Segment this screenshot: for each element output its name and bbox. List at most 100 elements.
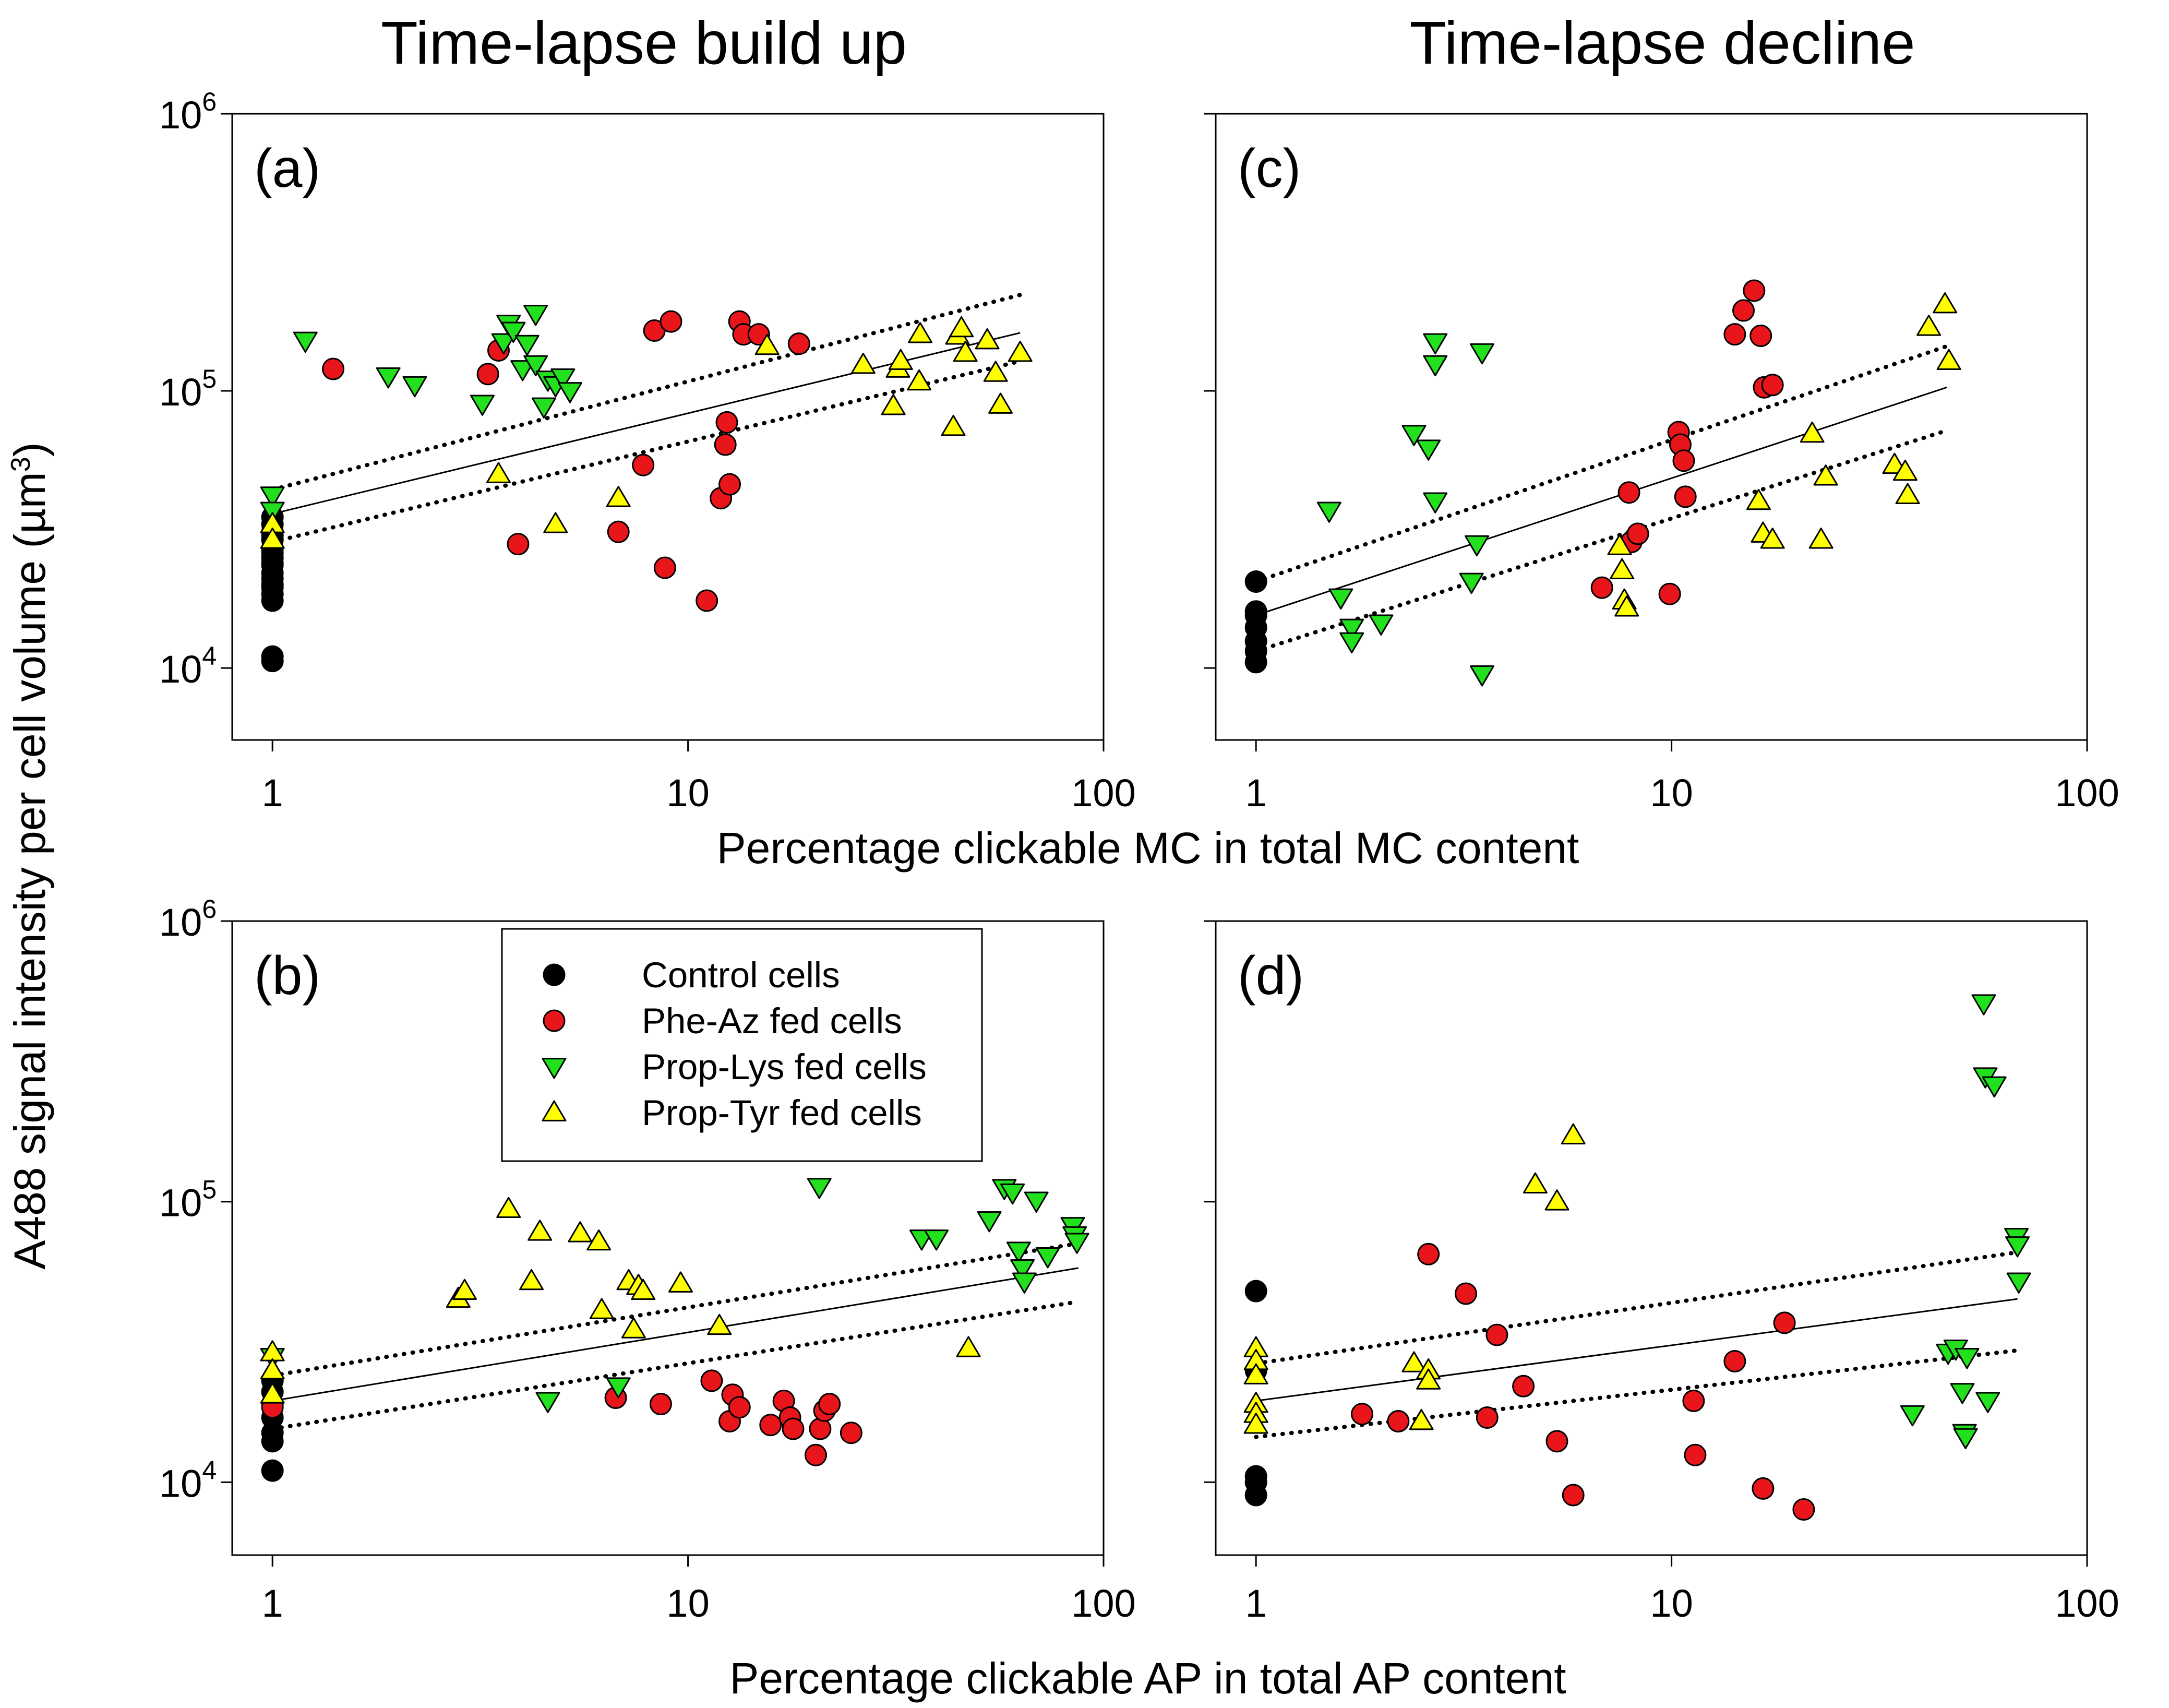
data-point: [293, 331, 318, 353]
panel-label: (b): [254, 946, 320, 1006]
data-point: [2006, 1272, 2031, 1294]
data-point: [1800, 421, 1825, 443]
y-tick-base: 10: [159, 648, 202, 691]
data-point: [491, 333, 516, 355]
data-point: [1476, 1406, 1499, 1429]
confidence-band-lower: [270, 1299, 1081, 1431]
y-tick-exponent: 4: [202, 641, 217, 671]
legend-label: Phe-Az fed cells: [642, 1001, 902, 1041]
data-point: [1464, 535, 1489, 557]
legend-label: Control cells: [642, 955, 840, 995]
data-point: [908, 322, 933, 343]
data-point: [1773, 1311, 1796, 1334]
data-point: [1975, 1392, 2000, 1413]
data-point: [1423, 492, 1448, 513]
data-point: [1244, 1465, 1267, 1488]
column-title-build-up: Time-lapse build up: [381, 9, 907, 77]
data-point: [660, 310, 682, 333]
data-point: [1244, 570, 1267, 593]
x-tick-label: 1: [262, 1582, 283, 1625]
data-point: [1417, 1243, 1440, 1265]
data-point: [621, 1317, 646, 1339]
data-point: [528, 1220, 553, 1241]
legend: Control cells Phe-Az fed cells Prop-Lys fe…: [501, 928, 983, 1162]
data-point: [260, 486, 285, 508]
data-point: [1010, 1259, 1035, 1281]
legend-label: Prop-Tyr fed cells: [642, 1093, 922, 1133]
data-point: [261, 573, 284, 596]
data-point: [653, 556, 676, 579]
data-point: [1469, 665, 1494, 687]
x-tick-label: 100: [1071, 1582, 1135, 1625]
x-tick-label: 1: [262, 771, 283, 815]
column-title-decline: Time-lapse decline: [1409, 9, 1915, 77]
data-point: [1416, 1368, 1441, 1390]
data-point: [1423, 355, 1448, 377]
data-point: [988, 392, 1013, 414]
data-point: [1607, 534, 1632, 555]
data-point: [1544, 1189, 1569, 1211]
legend-marker: [542, 1100, 567, 1121]
data-point: [402, 376, 427, 398]
data-point: [1339, 618, 1364, 640]
y-tick-base: 10: [159, 93, 202, 137]
data-point: [787, 332, 810, 355]
plot-frame: [231, 113, 1105, 741]
data-point: [1936, 349, 1961, 371]
data-point: [1244, 600, 1267, 623]
data-point: [507, 533, 530, 556]
x-tick-label: 100: [1071, 771, 1135, 815]
data-point: [1423, 333, 1448, 355]
legend-marker: [543, 963, 566, 986]
data-point: [606, 486, 631, 507]
data-point: [1339, 632, 1364, 654]
y-tick-label: 106: [159, 87, 217, 137]
series-phe-az-fed-cells: [1350, 1243, 1815, 1521]
data-point: [1982, 1076, 2007, 1098]
data-point: [975, 328, 1000, 350]
legend-marker: [542, 1058, 567, 1079]
y-axis-label-superscript: 3: [6, 457, 36, 472]
data-point: [696, 589, 718, 612]
data-point: [1760, 528, 1785, 549]
series-prop-lys-fed-cells: [260, 1178, 1089, 1413]
data-point: [1732, 299, 1755, 322]
data-point: [1401, 1351, 1427, 1372]
data-point: [452, 1279, 477, 1300]
data-point: [550, 368, 576, 390]
series-control-cells: [1244, 570, 1267, 674]
data-point: [1955, 1348, 1980, 1369]
data-point: [1562, 1484, 1585, 1507]
data-point: [1006, 1241, 1031, 1263]
data-point: [1752, 1477, 1775, 1500]
data-point: [568, 1221, 593, 1243]
data-point: [476, 363, 499, 386]
data-point: [1614, 595, 1639, 617]
data-point: [1545, 1430, 1568, 1453]
y-tick-label: 104: [159, 1455, 217, 1505]
panel-c: 1 10 100 (c): [1204, 113, 2119, 815]
x-tick-label: 100: [2055, 771, 2119, 815]
confidence-band-lower: [270, 359, 1023, 544]
regression-line: [272, 1267, 1079, 1402]
x-tick-label: 10: [1650, 1582, 1693, 1625]
data-point: [1512, 1375, 1535, 1398]
data-point: [1626, 522, 1649, 545]
x-tick-label: 1: [1245, 771, 1267, 815]
data-point: [941, 415, 966, 436]
data-point: [1590, 576, 1613, 599]
data-point: [510, 360, 535, 381]
y-tick-exponent: 6: [202, 894, 217, 924]
data-point: [606, 1377, 631, 1399]
data-point: [649, 1393, 672, 1416]
regression-line: [272, 332, 1021, 515]
data-point: [543, 512, 568, 533]
data-point: [535, 1392, 560, 1413]
data-point: [714, 433, 737, 456]
x-tick-label: 10: [666, 771, 709, 815]
data-point: [1808, 528, 1834, 549]
data-point: [1674, 485, 1697, 508]
data-point: [1523, 1172, 1548, 1193]
